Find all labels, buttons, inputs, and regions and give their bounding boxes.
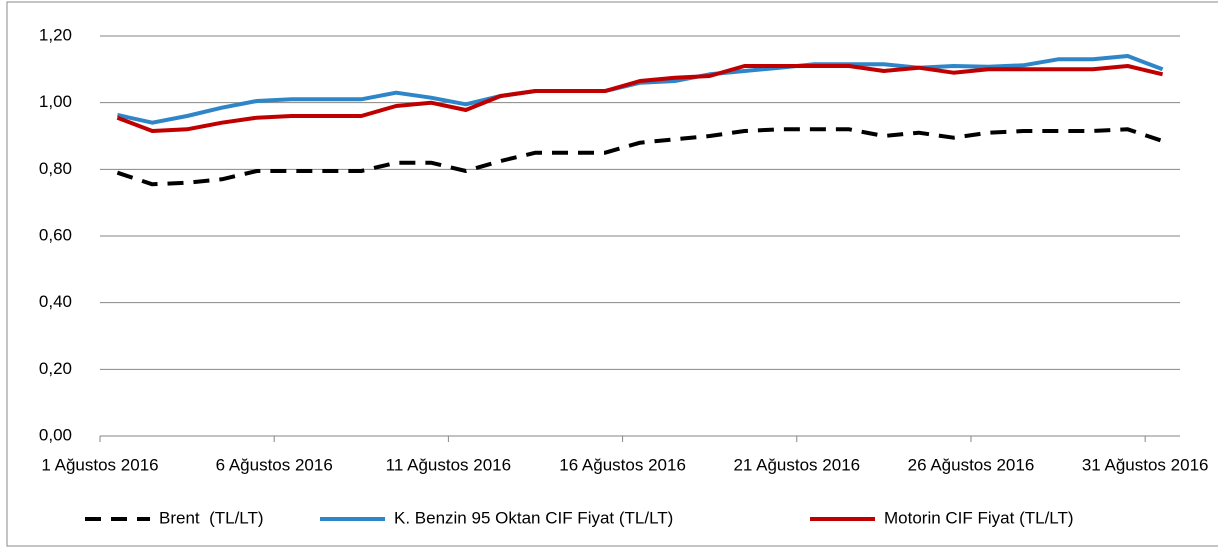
x-tick-label: 1 Ağustos 2016: [41, 455, 158, 474]
y-tick-label: 1,00: [39, 92, 72, 111]
legend-label: Brent (TL/LT): [159, 508, 264, 527]
series-line: [116, 54, 1164, 125]
y-tick-label: 0,80: [39, 159, 72, 178]
y-tick-label: 0,40: [39, 292, 72, 311]
y-tick-label: 1,20: [39, 25, 72, 44]
legend-label: K. Benzin 95 Oktan CIF Fiyat (TL/LT): [394, 508, 673, 527]
x-tick-label: 31 Ağustos 2016: [1082, 455, 1209, 474]
x-tick-label: 6 Ağustos 2016: [216, 455, 333, 474]
y-tick-label: 0,00: [39, 425, 72, 444]
legend-label: Motorin CIF Fiyat (TL/LT): [884, 508, 1074, 527]
chart-frame: [6, 1, 1218, 547]
x-tick-label: 26 Ağustos 2016: [908, 455, 1035, 474]
series-line: [116, 64, 1164, 133]
x-tick-label: 21 Ağustos 2016: [733, 455, 860, 474]
x-tick-label: 11 Ağustos 2016: [386, 455, 511, 474]
series-line: [116, 127, 1164, 187]
x-tick-label: 16 Ağustos 2016: [559, 455, 686, 474]
y-tick-label: 0,60: [39, 225, 72, 244]
y-tick-label: 0,20: [39, 359, 72, 378]
